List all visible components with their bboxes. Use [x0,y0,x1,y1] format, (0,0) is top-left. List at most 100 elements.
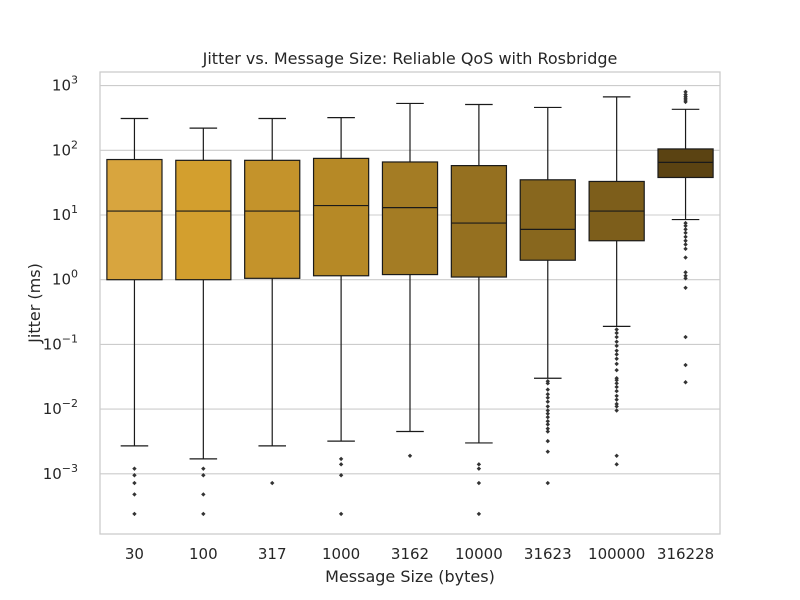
outlier-point [614,404,619,409]
outlier-point [545,391,550,397]
outlier-point [683,89,688,95]
outlier-point [614,397,619,402]
x-axis-label: Message Size (bytes) [325,567,495,586]
box-100 [175,127,232,517]
box-30 [106,117,163,517]
outlier-point [614,388,619,394]
outlier-point [614,462,619,467]
outlier-point [614,348,619,353]
iqr-box [106,158,163,281]
outlier-point [683,227,688,232]
x-tick-label: 3162 [391,545,429,563]
chart-title: Jitter vs. Message Size: Reliable QoS wi… [202,49,618,68]
outlier-point [545,429,550,434]
outlier-point [201,466,206,471]
outlier-point [545,404,550,409]
x-tick-labels: 30 100 317 1000 3162 10000 31623 100000 316228 [125,545,714,563]
y-tick-label: 10−2 [43,397,78,418]
outlier-point [614,356,619,361]
outlier-point [545,414,550,420]
outlier-point [614,377,619,383]
outlier-point [338,473,344,478]
x-tick-label: 100 [189,545,218,563]
outlier-point [545,422,550,427]
box-31623 [519,106,576,486]
outlier-point [683,223,688,229]
x-tick-label: 31623 [524,545,572,563]
outlier-point [614,339,619,344]
outlier-point [683,276,688,281]
outlier-point [132,492,137,497]
outlier-point [201,473,206,478]
outlier-point [614,384,619,390]
iqr-box [244,159,301,279]
outlier-point [270,480,275,486]
outlier-point [614,393,619,399]
x-tick-label: 30 [125,545,144,563]
y-tick-labels: 10−3 10−2 10−1 100 101 102 103 [43,74,78,483]
outlier-point [614,367,619,373]
outlier-point [614,381,619,386]
outlier-point [201,511,206,517]
outlier-point [338,456,344,462]
outlier-point [476,480,482,486]
outlier-point [545,411,550,416]
outlier-point [614,361,619,367]
outlier-point [545,426,550,431]
outlier-point [614,408,619,413]
outlier-point [132,466,137,471]
outlier-point [683,362,688,368]
outlier-point [683,255,688,260]
iqr-box [519,179,576,261]
outlier-point [132,511,137,517]
box-group [106,89,714,517]
outlier-point [545,408,550,413]
y-tick-label: 10−1 [43,332,78,353]
outlier-point [545,419,550,424]
x-tick-label: 10000 [455,545,503,563]
outlier-point [683,220,688,226]
outlier-point [683,242,688,247]
outlier-point [476,511,482,517]
outlier-point [132,473,137,478]
outlier-point [407,453,413,458]
iqr-box [175,159,232,281]
outlier-point [614,334,619,340]
outlier-point [614,330,619,336]
x-tick-label: 316228 [657,545,714,563]
outlier-point [545,438,550,444]
outlier-point [614,453,619,458]
outlier-point [614,401,619,407]
outlier-point [201,492,206,497]
outlier-point [614,352,619,357]
box-10000 [450,103,508,517]
outlier-point [545,387,550,392]
outlier-point [338,462,344,467]
box-3162 [381,102,439,458]
outlier-point [476,466,482,471]
outlier-point [545,449,550,454]
x-tick-label: 100000 [588,545,645,563]
outlier-point [683,238,688,243]
y-tick-label: 10−3 [43,462,78,483]
y-axis-label: Jitter (ms) [25,263,44,344]
outlier-point [683,234,688,240]
box-1000 [312,117,370,517]
outlier-point [338,511,344,517]
outlier-point [476,462,482,467]
box-317 [244,117,301,486]
plot-frame [99,71,721,535]
y-tick-label: 100 [52,268,78,289]
outlier-point [683,273,688,278]
y-tick-label: 102 [52,138,78,159]
outlier-point [683,246,688,252]
iqr-box [450,165,508,278]
outlier-point [132,480,137,486]
y-tick-label: 101 [52,203,78,224]
iqr-box [381,161,439,276]
outlier-point [545,381,550,386]
outlier-point [683,270,688,275]
outlier-point [545,399,550,404]
outlier-point [545,395,550,400]
